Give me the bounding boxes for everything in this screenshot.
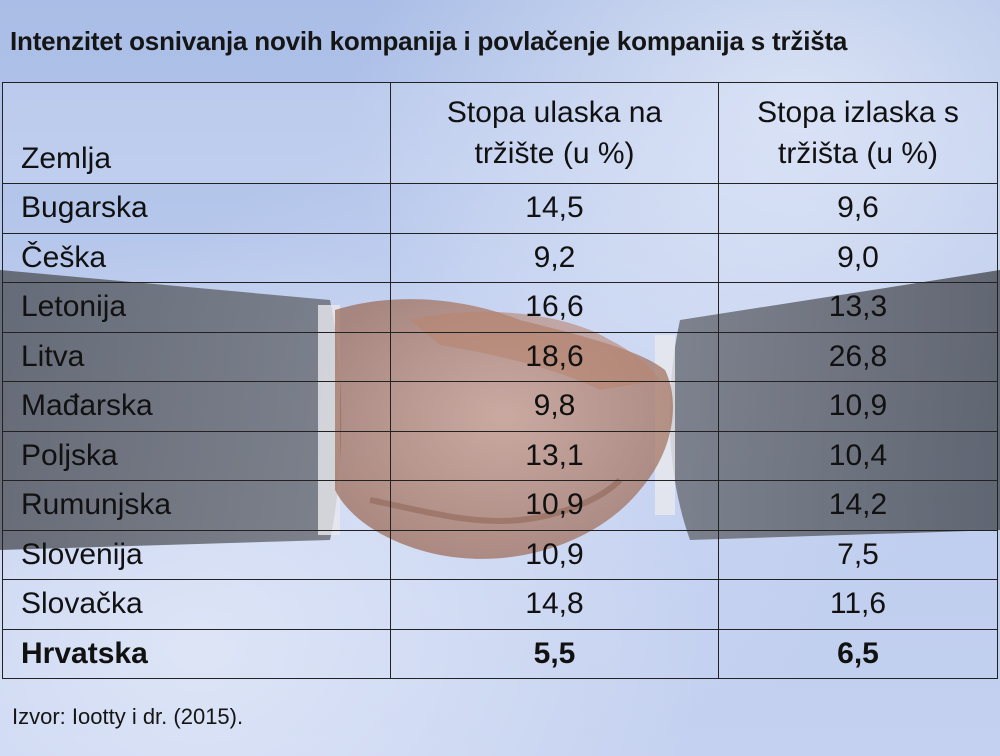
table-row: Bugarska 14,5 9,6 — [2, 183, 998, 234]
column-header-exit-line1: Stopa izlaska s — [757, 96, 959, 129]
exit-rate-cell: 6,5 — [718, 628, 998, 679]
table-row: Češka 9,2 9,0 — [2, 232, 998, 283]
table-row: Litva 18,6 26,8 — [2, 331, 998, 382]
country-cell: Slovenija — [2, 529, 391, 580]
column-header-entry-line2: tržište (u %) — [474, 137, 635, 170]
table-row: Slovenija 10,9 7,5 — [2, 529, 998, 580]
exit-rate-cell: 9,0 — [718, 232, 998, 283]
entry-rate-cell: 5,5 — [390, 628, 719, 679]
column-header-entry-rate: Stopa ulaska na tržište (u %) — [390, 82, 719, 184]
entry-rate-cell: 9,2 — [390, 232, 719, 283]
page-title: Intenzitet osnivanja novih kompanija i p… — [10, 26, 848, 56]
country-cell: Bugarska — [2, 183, 391, 234]
entry-rate-cell: 13,1 — [390, 430, 719, 481]
table-row: Poljska 13,1 10,4 — [2, 430, 998, 481]
exit-rate-cell: 13,3 — [718, 282, 998, 333]
market-entry-exit-table: Zemlja Stopa ulaska na tržište (u %) Sto… — [2, 82, 998, 679]
exit-rate-cell: 9,6 — [718, 183, 998, 234]
country-cell: Slovačka — [2, 579, 391, 630]
entry-rate-cell: 16,6 — [390, 282, 719, 333]
source-note: Izvor: Iootty i dr. (2015). — [12, 704, 244, 729]
country-cell: Hrvatska — [2, 628, 391, 679]
exit-rate-cell: 26,8 — [718, 331, 998, 382]
entry-rate-cell: 14,8 — [390, 579, 719, 630]
entry-rate-cell: 9,8 — [390, 381, 719, 432]
exit-rate-cell: 7,5 — [718, 529, 998, 580]
table-body: Bugarska 14,5 9,6 Češka 9,2 9,0 Letonija 16,6 13… — [2, 183, 998, 679]
country-cell: Litva — [2, 331, 391, 382]
table-row: Mađarska 9,8 10,9 — [2, 381, 998, 432]
table-row: Hrvatska 5,5 6,5 — [2, 628, 998, 679]
exit-rate-cell: 11,6 — [718, 579, 998, 630]
table-row: Rumunjska 10,9 14,2 — [2, 480, 998, 531]
column-header-country-label: Zemlja — [21, 142, 112, 175]
entry-rate-cell: 14,5 — [390, 183, 719, 234]
country-cell: Češka — [2, 232, 391, 283]
table-row: Slovačka 14,8 11,6 — [2, 579, 998, 630]
exit-rate-cell: 10,4 — [718, 430, 998, 481]
country-cell: Mađarska — [2, 381, 391, 432]
column-header-exit-line2: tržišta (u %) — [777, 137, 939, 170]
country-cell: Rumunjska — [2, 480, 391, 531]
column-header-entry-line1: Stopa ulaska na — [446, 96, 663, 129]
table-header-row: Zemlja Stopa ulaska na tržište (u %) Sto… — [2, 82, 998, 184]
exit-rate-cell: 10,9 — [718, 381, 998, 432]
entry-rate-cell: 10,9 — [390, 529, 719, 580]
country-cell: Letonija — [2, 282, 391, 333]
exit-rate-cell: 14,2 — [718, 480, 998, 531]
column-header-exit-rate: Stopa izlaska s tržišta (u %) — [718, 82, 998, 184]
table-row: Letonija 16,6 13,3 — [2, 282, 998, 333]
entry-rate-cell: 18,6 — [390, 331, 719, 382]
country-cell: Poljska — [2, 430, 391, 481]
entry-rate-cell: 10,9 — [390, 480, 719, 531]
column-header-country: Zemlja — [2, 82, 391, 184]
